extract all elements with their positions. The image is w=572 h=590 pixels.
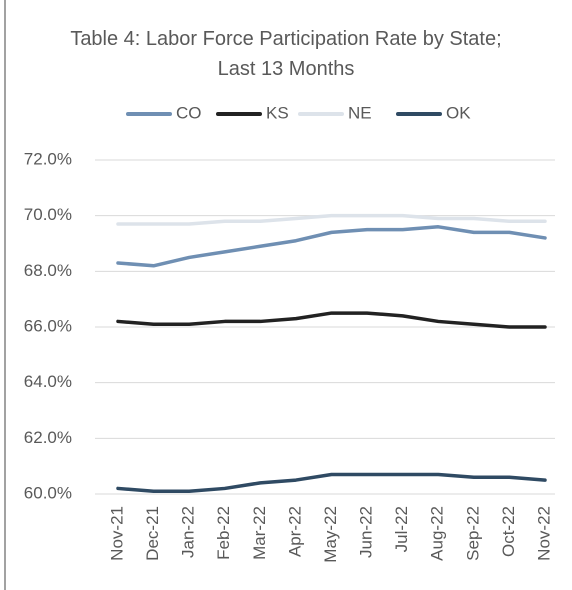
legend-label: NE <box>348 103 372 122</box>
y-tick-label: 70.0% <box>24 205 72 224</box>
y-tick-label: 64.0% <box>24 372 72 391</box>
chart-title: Table 4: Labor Force Participation Rate … <box>70 28 502 80</box>
y-tick-label: 68.0% <box>24 261 72 280</box>
x-tick-label: Feb-22 <box>214 506 233 560</box>
x-tick-label: May-22 <box>321 506 340 563</box>
x-tick-label: Jul-22 <box>392 506 411 552</box>
series-line <box>116 472 547 493</box>
x-tick-label: Nov-21 <box>107 506 126 561</box>
y-tick-label: 62.0% <box>24 428 72 447</box>
x-tick-label: Aug-22 <box>428 506 447 561</box>
x-tick-label: Jan-22 <box>179 506 198 558</box>
legend-label: CO <box>176 103 202 122</box>
series-line <box>116 225 547 268</box>
x-tick-label: Dec-21 <box>143 506 162 561</box>
series-line <box>116 213 547 226</box>
legend-label: KS <box>266 103 289 122</box>
y-tick-label: 60.0% <box>24 483 72 502</box>
y-tick-label: 72.0% <box>24 149 72 168</box>
series-line <box>116 311 547 329</box>
x-tick-label: Oct-22 <box>499 506 518 557</box>
x-tick-label: Apr-22 <box>285 506 304 557</box>
x-tick-label: Nov-22 <box>534 506 553 561</box>
legend-label: OK <box>446 103 471 122</box>
x-tick-label: Sep-22 <box>463 506 482 561</box>
x-tick-label: Mar-22 <box>250 506 269 560</box>
x-tick-label: Jun-22 <box>357 506 376 558</box>
y-tick-label: 66.0% <box>24 316 72 335</box>
